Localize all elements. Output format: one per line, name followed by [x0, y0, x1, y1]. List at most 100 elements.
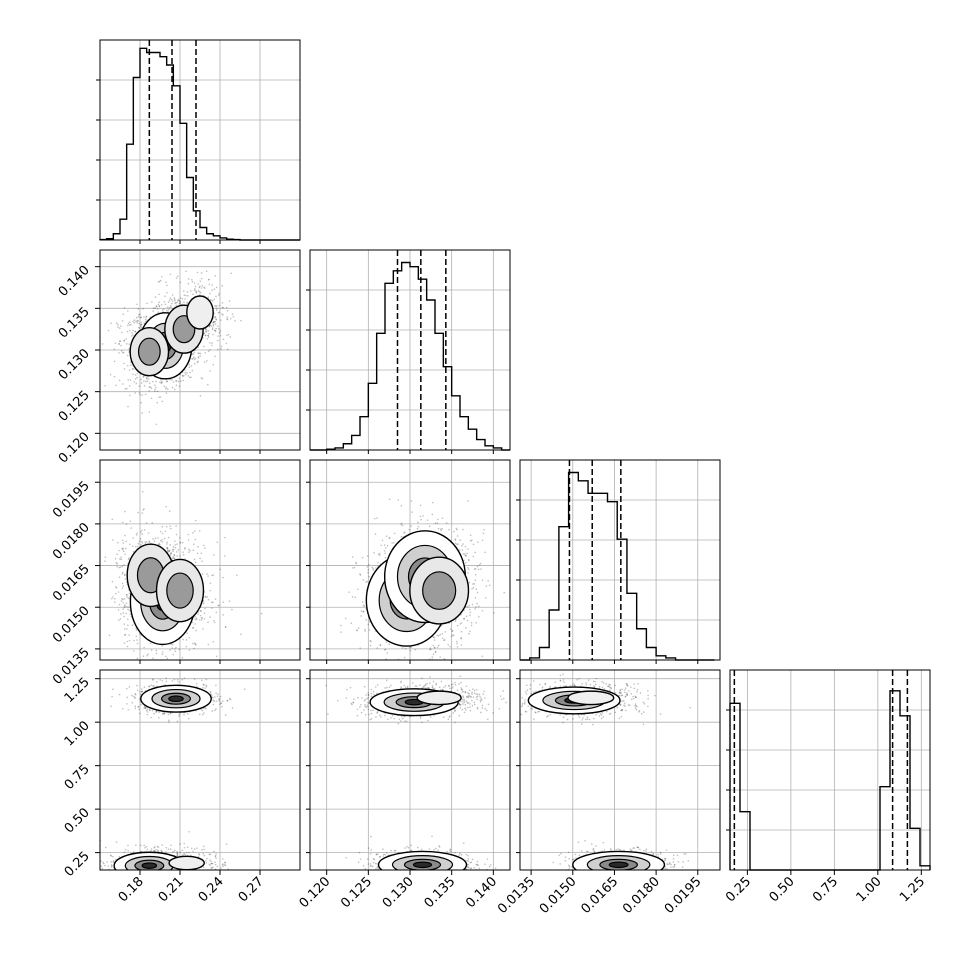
scatter-point — [155, 296, 157, 298]
scatter-point — [340, 631, 342, 633]
panel-frame — [100, 40, 300, 240]
scatter-point — [114, 348, 116, 350]
scatter-point — [127, 609, 129, 611]
scatter-point — [180, 542, 182, 544]
scatter-point — [464, 553, 466, 555]
scatter-point — [141, 533, 143, 535]
scatter-point — [122, 313, 124, 315]
scatter-point — [218, 294, 220, 296]
scatter-point — [404, 657, 406, 659]
scatter-point — [205, 596, 207, 598]
scatter-point — [201, 278, 203, 280]
scatter-point — [474, 608, 476, 610]
scatter-point — [362, 557, 364, 559]
scatter-point — [477, 566, 479, 568]
scatter-point — [134, 319, 136, 321]
scatter-point — [119, 380, 121, 382]
scatter-point — [222, 307, 224, 309]
scatter-point — [142, 542, 144, 544]
scatter-point — [195, 630, 197, 632]
scatter-point — [470, 612, 472, 614]
scatter-point — [199, 558, 201, 560]
scatter-point — [219, 305, 221, 307]
scatter-point — [163, 386, 165, 388]
scatter-point — [456, 529, 458, 531]
scatter-point — [197, 553, 199, 555]
scatter-point — [440, 530, 442, 532]
scatter-point — [217, 335, 219, 337]
scatter-point — [523, 581, 525, 583]
scatter-point — [213, 620, 215, 622]
scatter-point — [114, 376, 116, 378]
scatter-point — [410, 525, 412, 527]
scatter-point — [131, 332, 133, 334]
scatter-point — [117, 542, 119, 544]
scatter-point — [158, 396, 160, 398]
scatter-point — [140, 324, 142, 326]
scatter-point — [174, 302, 176, 304]
scatter-point — [124, 339, 126, 341]
scatter-point — [462, 553, 464, 555]
scatter-point — [420, 516, 422, 518]
scatter-point — [190, 290, 192, 292]
scatter-point — [208, 279, 210, 281]
scatter-point — [127, 379, 129, 381]
scatter-point — [118, 619, 120, 621]
scatter-point — [436, 635, 438, 637]
scatter-point — [384, 550, 386, 552]
scatter-point — [359, 647, 361, 649]
scatter-point — [104, 560, 106, 562]
scatter-point — [141, 322, 143, 324]
scatter-point — [140, 379, 142, 381]
scatter-point — [199, 291, 201, 293]
scatter-point — [173, 546, 175, 548]
scatter-point — [192, 532, 194, 534]
scatter-point — [144, 529, 146, 531]
scatter-point — [178, 648, 180, 650]
scatter-point — [172, 557, 174, 559]
scatter-point — [402, 647, 404, 649]
scatter-point — [124, 578, 126, 580]
scatter-point — [129, 593, 131, 595]
scatter-point — [119, 604, 121, 606]
scatter-point — [362, 579, 364, 581]
scatter-point — [186, 639, 188, 641]
scatter-point — [148, 378, 150, 380]
scatter-point — [226, 316, 228, 318]
scatter-point — [146, 303, 148, 305]
scatter-point — [148, 532, 150, 534]
scatter-point — [179, 555, 181, 557]
scatter-point — [132, 368, 134, 370]
scatter-point — [493, 612, 495, 614]
scatter-point — [204, 618, 206, 620]
scatter-point — [165, 386, 167, 388]
scatter-point — [429, 649, 431, 651]
scatter-point — [126, 641, 128, 643]
scatter-point — [215, 306, 217, 308]
scatter-point — [158, 304, 160, 306]
scatter-point — [124, 598, 126, 600]
scatter-point — [373, 569, 375, 571]
scatter-point — [125, 548, 127, 550]
scatter-point — [162, 309, 164, 311]
scatter-point — [457, 625, 459, 627]
scatter-point — [124, 307, 126, 309]
scatter-point — [380, 644, 382, 646]
scatter-point — [211, 601, 213, 603]
scatter-point — [206, 573, 208, 575]
scatter-point — [211, 289, 213, 291]
scatter-point — [151, 649, 153, 651]
scatter-point — [136, 317, 138, 319]
scatter-point — [233, 316, 235, 318]
scatter-point — [193, 352, 195, 354]
scatter-point — [231, 609, 233, 611]
scatter-point — [439, 634, 441, 636]
scatter-point — [146, 377, 148, 379]
scatter-point — [211, 342, 213, 344]
scatter-point — [212, 364, 214, 366]
scatter-point — [456, 641, 458, 643]
scatter-point — [118, 352, 120, 354]
scatter-point — [167, 388, 169, 390]
scatter-point — [170, 274, 172, 276]
scatter-point — [215, 612, 217, 614]
